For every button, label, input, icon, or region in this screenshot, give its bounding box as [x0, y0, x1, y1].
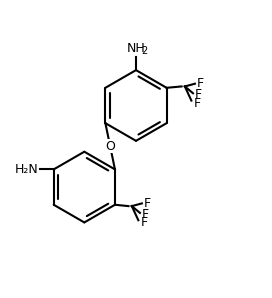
Text: H₂N: H₂N [15, 163, 39, 176]
Text: F: F [194, 97, 201, 110]
Text: F: F [144, 197, 151, 210]
Text: F: F [141, 216, 148, 229]
Text: F: F [142, 208, 149, 221]
Text: 2: 2 [141, 46, 147, 56]
Text: F: F [197, 77, 204, 90]
Text: F: F [195, 88, 202, 101]
Text: O: O [105, 140, 115, 153]
Text: NH: NH [127, 42, 146, 55]
